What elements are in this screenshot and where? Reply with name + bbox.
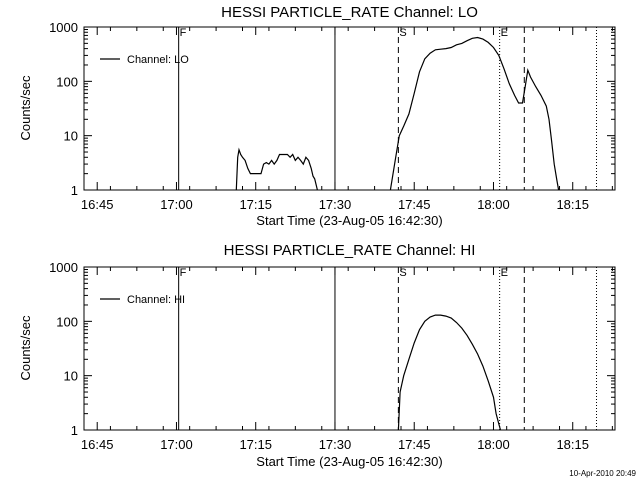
chart-title: HESSI PARTICLE_RATE Channel: LO <box>221 4 478 21</box>
x-axis-label: Start Time (23-Aug-05 16:42:30) <box>256 454 442 469</box>
series-line <box>389 36 560 191</box>
x-tick-label: 16:45 <box>81 437 114 452</box>
y-tick-label: 10 <box>64 129 78 144</box>
series-line <box>235 147 318 191</box>
x-tick-label: 17:30 <box>319 437 352 452</box>
x-tick-label: 17:00 <box>160 197 193 212</box>
y-axis-label: Counts/sec <box>18 315 33 381</box>
x-tick-label: 18:00 <box>477 197 510 212</box>
chart-panel-2: HESSI PARTICLE_RATE Channel: HI Counts/se… <box>18 242 616 469</box>
x-tick-label: 18:00 <box>477 437 510 452</box>
y-tick-label: 100 <box>56 314 78 329</box>
y-tick-label: 1 <box>71 423 78 438</box>
footer-timestamp: 10-Apr-2010 20:49 <box>569 469 636 478</box>
x-tick-label: 17:15 <box>239 437 272 452</box>
marker-label: F <box>180 27 187 39</box>
plot-frame <box>83 26 616 191</box>
marker-label: E <box>501 27 508 39</box>
x-tick-label: 16:45 <box>81 197 114 212</box>
x-tick-label: 17:45 <box>398 197 431 212</box>
x-tick-label: 17:45 <box>398 437 431 452</box>
y-tick-label: 10 <box>64 369 78 384</box>
marker-label: S <box>399 27 406 39</box>
y-tick-label: 1000 <box>49 260 78 275</box>
x-tick-label: 18:15 <box>556 437 589 452</box>
x-tick-label: 17:30 <box>319 197 352 212</box>
chart-panel-1: HESSI PARTICLE_RATE Channel: LO Counts/se… <box>18 4 616 228</box>
x-axis-label: Start Time (23-Aug-05 16:42:30) <box>256 213 442 228</box>
y-tick-label: 1000 <box>49 20 78 35</box>
y-tick-label: 100 <box>56 74 78 89</box>
y-axis-label: Counts/sec <box>18 75 33 141</box>
legend-label: Channel: HI <box>127 294 185 306</box>
series-line <box>397 314 502 431</box>
y-tick-label: 1 <box>71 183 78 198</box>
plot-frame <box>83 266 616 431</box>
marker-label: E <box>501 267 508 279</box>
x-tick-label: 17:15 <box>239 197 272 212</box>
x-tick-label: 17:00 <box>160 437 193 452</box>
legend-label: Channel: LO <box>127 54 189 66</box>
x-tick-label: 18:15 <box>556 197 589 212</box>
chart-title: HESSI PARTICLE_RATE Channel: HI <box>224 242 476 259</box>
marker-label: F <box>180 267 187 279</box>
marker-label: S <box>399 267 406 279</box>
